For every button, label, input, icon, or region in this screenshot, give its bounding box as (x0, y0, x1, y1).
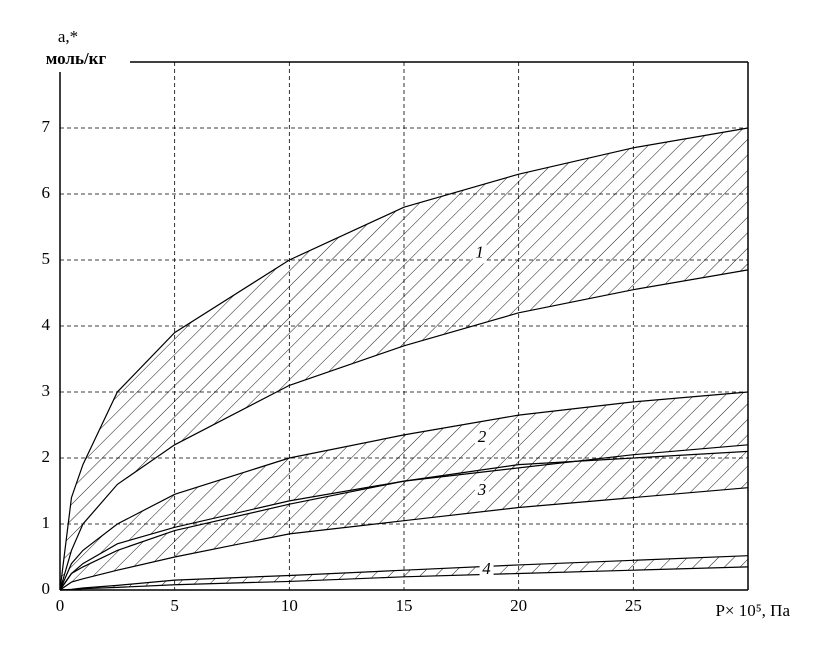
band-upper-line (59, 127, 749, 591)
band-label-bg (474, 428, 489, 449)
band-label: 1 (475, 242, 484, 261)
band-upper-line (59, 391, 749, 591)
band-label: 4 (482, 559, 491, 578)
x-tick-label: 15 (396, 596, 413, 615)
y-tick-label: 0 (42, 579, 51, 598)
band-label: 3 (477, 480, 487, 499)
band-upper-line (59, 450, 749, 591)
y-tick-label: 1 (42, 513, 51, 532)
x-tick-label: 0 (56, 596, 65, 615)
band-label-bg (479, 560, 494, 581)
band-label-bg (472, 243, 487, 264)
y-axis-label-unit: моль/кг (46, 49, 107, 68)
band-lower-line (59, 269, 749, 591)
x-tick-label: 20 (510, 596, 527, 615)
x-tick-label: 25 (625, 596, 642, 615)
band-lower-line (59, 487, 749, 591)
band-fill (60, 128, 748, 590)
y-tick-label: 7 (42, 117, 51, 136)
y-tick-label: 6 (42, 183, 51, 202)
y-axis-label: a,* (58, 27, 78, 46)
x-tick-label: 10 (281, 596, 298, 615)
y-tick-label: 2 (42, 447, 51, 466)
band-fill (60, 392, 748, 590)
y-tick-label: 4 (42, 315, 51, 334)
band-label: 2 (478, 427, 487, 446)
band-fill (60, 555, 748, 590)
band-lower-line (59, 566, 749, 591)
band-label-bg (474, 481, 489, 501)
x-tick-label: 5 (170, 596, 179, 615)
y-tick-label: 3 (42, 381, 51, 400)
x-axis-label: P× 10⁵, Па (715, 601, 790, 620)
y-tick-label: 5 (42, 249, 51, 268)
